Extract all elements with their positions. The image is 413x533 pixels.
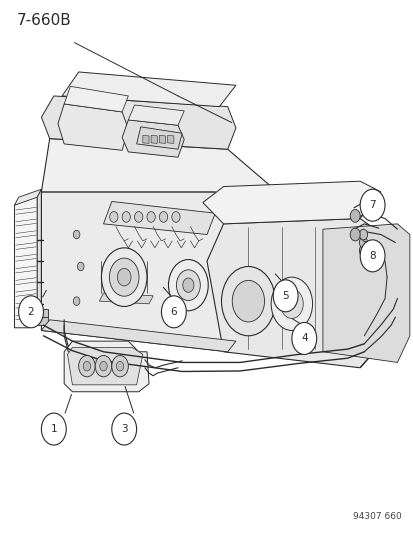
Circle shape [280, 289, 302, 318]
Polygon shape [64, 86, 128, 112]
Circle shape [221, 266, 275, 336]
Polygon shape [67, 348, 142, 385]
Circle shape [116, 361, 123, 371]
Text: 7: 7 [368, 200, 375, 210]
Polygon shape [14, 197, 37, 328]
Polygon shape [58, 104, 128, 150]
Circle shape [358, 229, 367, 240]
Text: 8: 8 [368, 251, 375, 261]
Polygon shape [359, 243, 405, 368]
Polygon shape [322, 224, 409, 362]
Circle shape [358, 245, 367, 256]
Circle shape [112, 413, 136, 445]
Circle shape [73, 230, 80, 239]
Circle shape [232, 280, 264, 322]
Circle shape [77, 262, 84, 271]
Polygon shape [103, 201, 215, 235]
Circle shape [73, 297, 80, 305]
Polygon shape [122, 120, 184, 157]
Text: 4: 4 [300, 334, 307, 343]
Circle shape [41, 413, 66, 445]
Polygon shape [37, 317, 47, 325]
Circle shape [19, 296, 43, 328]
Circle shape [359, 240, 384, 272]
Polygon shape [14, 189, 41, 205]
Polygon shape [64, 341, 149, 392]
Text: 3: 3 [121, 424, 127, 434]
Polygon shape [41, 192, 260, 352]
Polygon shape [167, 135, 173, 143]
Circle shape [291, 322, 316, 354]
Polygon shape [41, 320, 235, 352]
Polygon shape [206, 219, 396, 368]
Text: 7-660B: 7-660B [17, 13, 71, 28]
Text: 94307 660: 94307 660 [352, 512, 401, 521]
Circle shape [349, 209, 359, 222]
Text: 5: 5 [282, 291, 288, 301]
Circle shape [122, 212, 130, 222]
Circle shape [101, 248, 147, 306]
Circle shape [134, 212, 142, 222]
Circle shape [78, 356, 95, 377]
Polygon shape [159, 135, 165, 143]
Polygon shape [37, 309, 47, 317]
Circle shape [358, 237, 367, 248]
Circle shape [161, 296, 186, 328]
Polygon shape [142, 135, 149, 143]
Circle shape [147, 212, 155, 222]
Circle shape [112, 356, 128, 377]
Circle shape [95, 356, 112, 377]
Circle shape [176, 270, 200, 301]
Circle shape [349, 228, 359, 241]
Circle shape [109, 212, 118, 222]
Text: 6: 6 [170, 307, 177, 317]
Polygon shape [128, 105, 184, 125]
Circle shape [273, 280, 297, 312]
Circle shape [159, 212, 167, 222]
Circle shape [117, 269, 131, 286]
Polygon shape [136, 127, 182, 149]
Polygon shape [41, 139, 277, 224]
Text: 1: 1 [50, 424, 57, 434]
Text: 2: 2 [28, 307, 34, 317]
Polygon shape [99, 293, 153, 304]
Circle shape [183, 278, 193, 292]
Circle shape [100, 361, 107, 371]
Polygon shape [202, 181, 380, 224]
Polygon shape [37, 189, 41, 320]
Circle shape [271, 277, 312, 330]
Polygon shape [41, 96, 235, 149]
Polygon shape [62, 72, 235, 107]
Circle shape [171, 212, 180, 222]
Circle shape [109, 258, 139, 296]
Circle shape [359, 189, 384, 221]
Polygon shape [151, 135, 157, 143]
Circle shape [168, 260, 208, 311]
Circle shape [83, 361, 90, 371]
